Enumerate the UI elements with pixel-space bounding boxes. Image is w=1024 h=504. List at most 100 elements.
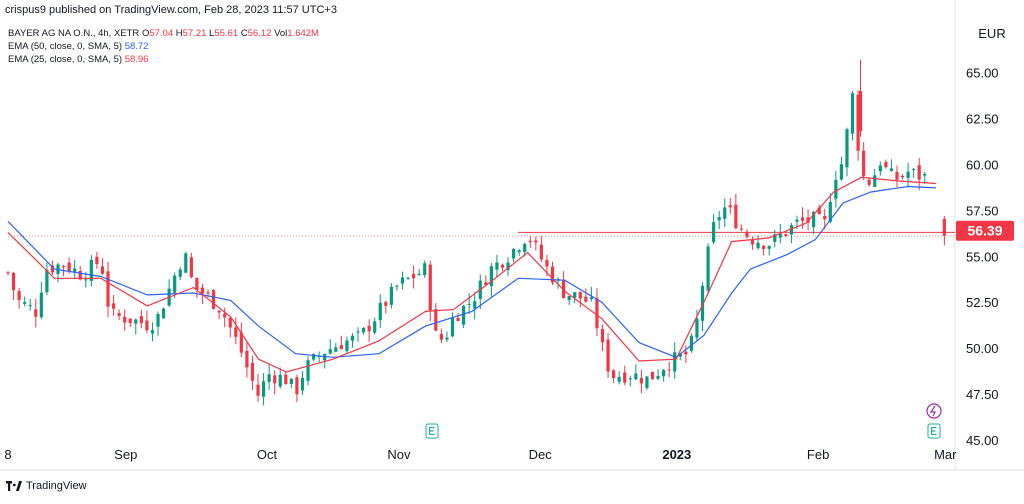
legend-row-ema50[interactable]: EMA (50, close, 0, SMA, 5) 58.72 [8, 40, 319, 53]
candle [223, 307, 227, 328]
candle [500, 263, 505, 272]
candle [873, 168, 877, 187]
y-tick-label: 50.00 [966, 341, 999, 356]
x-tick-label: Sep [114, 447, 137, 462]
candle [650, 371, 655, 380]
candle-body [123, 316, 127, 323]
candle-body [406, 277, 410, 279]
candle [400, 271, 405, 290]
candle-body [473, 301, 477, 309]
candle [128, 318, 132, 328]
candle-body [495, 262, 499, 270]
candle-body [823, 216, 827, 220]
candle-body [767, 246, 771, 249]
candle-body [650, 371, 655, 380]
candle [739, 224, 744, 232]
candle [706, 243, 710, 294]
candle-body [378, 302, 382, 321]
candle [684, 345, 688, 363]
candle [384, 300, 388, 314]
candle-body [73, 268, 77, 273]
candle-body [278, 374, 282, 387]
candle [562, 271, 566, 299]
candle [334, 342, 338, 353]
candle-body [423, 263, 427, 276]
candle [667, 361, 671, 378]
candle-body [589, 297, 593, 299]
candle-body [250, 362, 255, 381]
legend-ema25-value: 58.96 [124, 54, 149, 65]
candle-body [373, 321, 377, 333]
candle [306, 356, 310, 386]
candle-body [912, 169, 916, 171]
candle-body [128, 318, 132, 324]
candle [428, 260, 432, 322]
candle [117, 309, 121, 320]
legend-l-value: 55.61 [214, 28, 239, 39]
candle [895, 165, 899, 187]
candle-body [23, 302, 27, 304]
candle-body [184, 253, 188, 273]
candle-body [878, 165, 882, 172]
candle-body [273, 375, 277, 384]
candle [773, 229, 777, 248]
candle [689, 333, 694, 353]
candle-body [600, 329, 605, 343]
candle [261, 373, 266, 406]
candle [217, 310, 221, 320]
candle-body [884, 161, 888, 168]
candle-body [606, 339, 610, 372]
candle [367, 319, 371, 342]
candle [745, 229, 749, 239]
candle [912, 168, 916, 178]
candle [395, 284, 399, 291]
candle-body [528, 240, 532, 243]
candle-body [395, 285, 399, 287]
x-tick-label: Dec [529, 447, 553, 462]
candle [17, 287, 21, 309]
candle [89, 255, 93, 287]
candle [111, 295, 116, 316]
legend-o-value: 57.04 [149, 28, 174, 39]
candle [484, 275, 488, 286]
candle-body [223, 313, 227, 318]
candle-body [858, 90, 863, 132]
candle-body [850, 93, 855, 134]
published-line: crispus9 published on TradingView.com, F… [5, 4, 337, 16]
candle [856, 90, 860, 161]
candle-body [150, 330, 155, 334]
candle [478, 274, 482, 309]
candle [612, 369, 616, 383]
candle-body [712, 222, 716, 243]
candle-body [300, 377, 305, 391]
candle [234, 317, 238, 345]
candle [867, 178, 871, 187]
candle-body [134, 319, 138, 324]
candle-body [117, 313, 121, 316]
candle-body [623, 372, 627, 383]
candle-body [639, 377, 643, 384]
legend-ema25-label: EMA (25, close, 0, SMA, 5) [8, 54, 123, 65]
candle-body [506, 262, 510, 270]
candle-body [361, 327, 366, 333]
footer-branding[interactable]: TradingView [6, 480, 87, 492]
candle-body [584, 296, 588, 302]
currency-label: EUR [978, 26, 1005, 41]
candle-body [61, 265, 66, 267]
candle-body [456, 317, 460, 322]
candle-body [573, 292, 577, 298]
candle-body [828, 201, 832, 222]
candle [845, 127, 849, 177]
candle [550, 261, 555, 286]
legend-row-ema25[interactable]: EMA (25, close, 0, SMA, 5) 58.96 [8, 53, 319, 66]
candle [506, 257, 510, 276]
candle-body [834, 179, 838, 199]
y-tick-label: 52.50 [966, 295, 999, 310]
candle-body [867, 179, 871, 185]
candle [28, 299, 32, 311]
candle [45, 262, 49, 296]
candle-body [717, 217, 721, 221]
candle [23, 296, 27, 307]
legend-ema50-value: 58.72 [124, 41, 149, 52]
